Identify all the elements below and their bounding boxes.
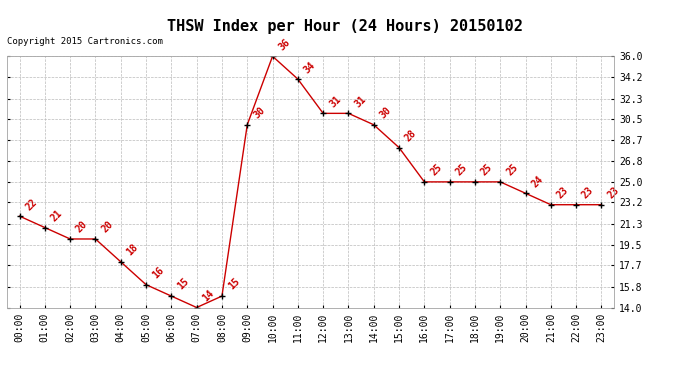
- Text: 14: 14: [201, 288, 216, 303]
- Text: 22: 22: [23, 196, 39, 212]
- Text: 25: 25: [479, 162, 495, 178]
- Text: 18: 18: [125, 242, 140, 258]
- Text: 20: 20: [99, 219, 115, 235]
- Text: 23: 23: [580, 185, 595, 201]
- Text: 25: 25: [428, 162, 444, 178]
- Text: 15: 15: [226, 276, 242, 292]
- Text: 28: 28: [403, 128, 419, 144]
- Text: 25: 25: [504, 162, 520, 178]
- Text: 34: 34: [302, 60, 317, 75]
- Text: 30: 30: [378, 105, 393, 121]
- Text: 16: 16: [150, 265, 166, 280]
- Text: 20: 20: [75, 219, 90, 235]
- Text: 15: 15: [175, 276, 191, 292]
- Text: 31: 31: [327, 94, 343, 109]
- Text: 36: 36: [277, 37, 292, 52]
- Text: 21: 21: [49, 208, 64, 224]
- Text: 23: 23: [555, 185, 571, 201]
- Text: Copyright 2015 Cartronics.com: Copyright 2015 Cartronics.com: [7, 38, 163, 46]
- Text: 25: 25: [454, 162, 469, 178]
- Text: THSW Index per Hour (24 Hours) 20150102: THSW Index per Hour (24 Hours) 20150102: [167, 19, 523, 34]
- Text: 30: 30: [251, 105, 267, 121]
- Text: THSW  (°F): THSW (°F): [600, 26, 659, 36]
- Text: 24: 24: [530, 174, 545, 189]
- Text: 23: 23: [606, 185, 621, 201]
- Text: 31: 31: [353, 94, 368, 109]
